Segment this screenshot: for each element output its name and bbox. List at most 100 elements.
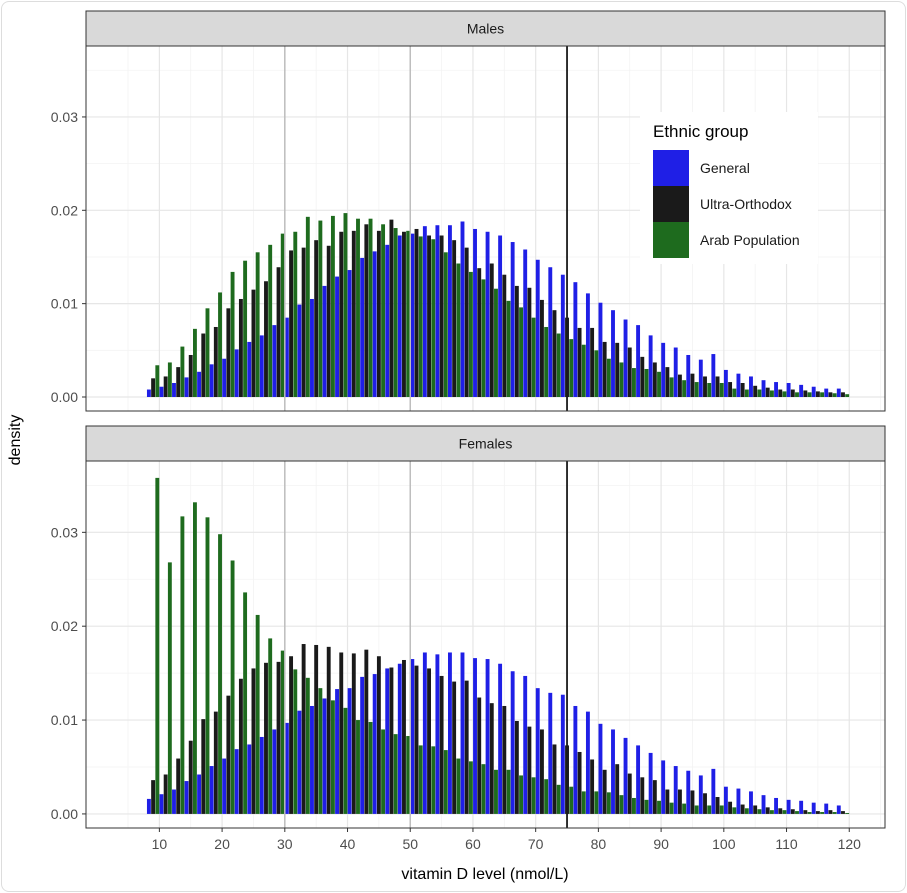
bar-general — [397, 235, 402, 397]
bar-general — [510, 671, 515, 814]
bar-arab-population — [393, 734, 398, 814]
bar-arab-population — [431, 746, 436, 814]
x-tick-label: 90 — [653, 836, 669, 852]
bar-arab-population — [606, 792, 611, 814]
bar-ultra-orthodox — [828, 392, 833, 397]
bar-ultra-orthodox — [841, 811, 845, 814]
bar-general — [836, 805, 841, 814]
bar-general — [523, 675, 528, 814]
x-tick-label: 100 — [712, 836, 736, 852]
bar-arab-population — [544, 326, 549, 397]
bar-arab-population — [305, 677, 310, 814]
bar-arab-population — [218, 534, 222, 814]
bar-general — [786, 382, 791, 397]
bar-ultra-orthodox — [264, 281, 268, 397]
bar-ultra-orthodox — [527, 287, 532, 397]
bar-general — [272, 729, 277, 814]
bar-arab-population — [280, 650, 285, 814]
bar-arab-population — [757, 809, 762, 814]
bar-arab-population — [820, 812, 825, 814]
bar-general — [159, 386, 164, 397]
legend-key-general — [653, 150, 689, 186]
bar-ultra-orthodox — [251, 668, 256, 814]
legend-key-arab-population — [653, 222, 689, 258]
bar-general — [209, 766, 214, 814]
bar-general — [736, 788, 741, 814]
bar-ultra-orthodox — [188, 740, 193, 814]
bar-general — [811, 802, 816, 814]
bar-general — [447, 652, 452, 814]
bar-arab-population — [581, 791, 586, 814]
bar-ultra-orthodox — [176, 758, 181, 814]
bar-general — [460, 652, 465, 814]
bar-arab-population — [619, 795, 624, 814]
bar-ultra-orthodox — [514, 720, 519, 814]
bar-arab-population — [619, 362, 624, 397]
bar-arab-population — [744, 808, 749, 814]
bar-arab-population — [330, 700, 335, 814]
bar-ultra-orthodox — [677, 374, 682, 397]
bar-general — [661, 760, 666, 814]
bar-general — [410, 233, 415, 397]
bar-general — [284, 722, 289, 814]
bar-general — [510, 242, 515, 397]
bar-general — [535, 688, 540, 814]
bar-general — [473, 228, 477, 397]
bar-ultra-orthodox — [690, 790, 695, 814]
bar-general — [234, 749, 239, 814]
x-tick-label: 50 — [402, 836, 418, 852]
bar-ultra-orthodox — [778, 808, 783, 814]
bar-general — [310, 705, 314, 814]
bar-general — [297, 304, 302, 397]
bar-general — [799, 384, 804, 397]
bar-general — [146, 389, 151, 397]
bar-arab-population — [594, 350, 599, 397]
bar-ultra-orthodox — [590, 759, 595, 814]
bar-arab-population — [845, 812, 850, 814]
bar-ultra-orthodox — [552, 744, 557, 814]
bar-general — [548, 692, 553, 814]
bar-arab-population — [669, 802, 674, 814]
bar-general — [222, 358, 227, 397]
bar-general — [335, 276, 339, 397]
bar-general — [335, 689, 339, 814]
bar-general — [159, 794, 164, 814]
bar-arab-population — [155, 477, 160, 814]
bar-ultra-orthodox — [251, 289, 256, 397]
bar-ultra-orthodox — [464, 247, 469, 397]
bar-arab-population — [456, 758, 461, 814]
bar-ultra-orthodox — [640, 356, 645, 397]
bar-arab-population — [581, 344, 586, 397]
bar-arab-population — [343, 213, 348, 397]
bar-ultra-orthodox — [590, 327, 595, 397]
x-tick-label: 30 — [277, 836, 293, 852]
bar-ultra-orthodox — [803, 390, 808, 397]
bar-ultra-orthodox — [201, 719, 206, 814]
bar-general — [761, 795, 766, 814]
bar-ultra-orthodox — [477, 697, 482, 814]
x-tick-label: 70 — [528, 836, 544, 852]
bar-arab-population — [832, 393, 837, 397]
bar-ultra-orthodox — [326, 245, 331, 397]
bar-ultra-orthodox — [778, 389, 783, 397]
y-axis-label: density — [7, 415, 24, 466]
bar-arab-population — [356, 218, 360, 397]
bar-general — [749, 376, 753, 397]
bar-general — [636, 325, 641, 397]
bar-arab-population — [657, 371, 661, 397]
bar-general — [749, 791, 753, 814]
y-tick-label: 0.00 — [51, 806, 78, 822]
legend: Ethnic group General Ultra-Orthodox Arab Po… — [640, 112, 818, 264]
bar-arab-population — [606, 358, 611, 397]
bar-general — [698, 775, 703, 814]
bar-general — [485, 659, 490, 814]
bar-ultra-orthodox — [577, 327, 582, 397]
bar-general — [548, 267, 553, 397]
bar-general — [360, 257, 365, 397]
bar-general — [598, 723, 603, 814]
bar-arab-population — [356, 720, 360, 814]
bar-ultra-orthodox — [427, 668, 431, 814]
bar-ultra-orthodox — [364, 224, 369, 397]
bar-ultra-orthodox — [439, 235, 444, 397]
bar-ultra-orthodox — [703, 793, 707, 814]
